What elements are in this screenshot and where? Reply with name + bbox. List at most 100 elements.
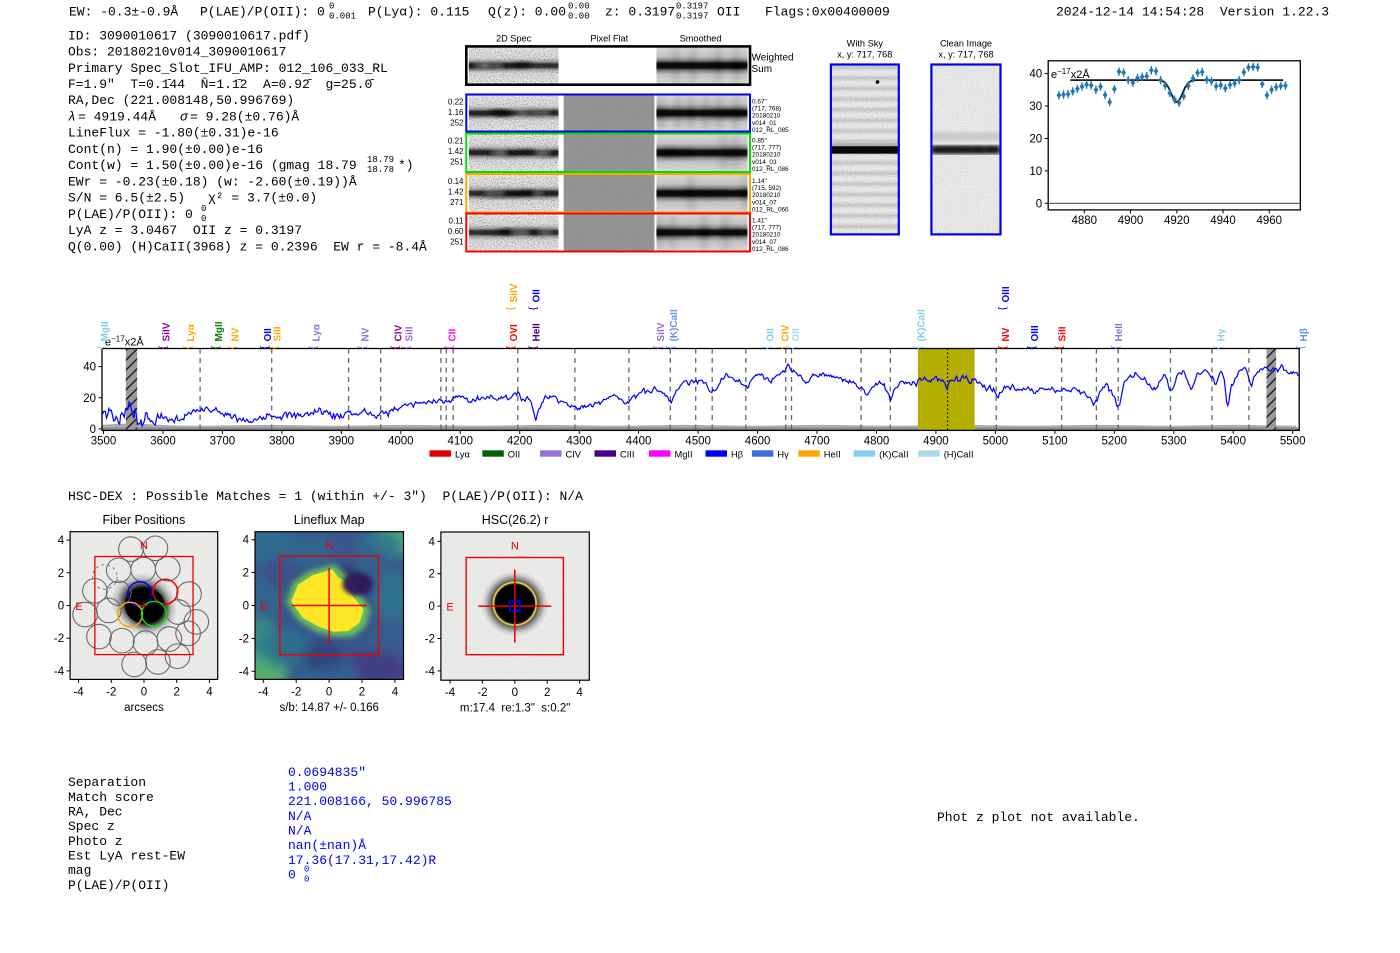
- svg-text:OII: OII: [263, 328, 274, 342]
- svg-text:-2: -2: [291, 687, 301, 699]
- svg-text:0.3197: 0.3197: [676, 2, 708, 12]
- svg-text:0: 0: [304, 865, 309, 875]
- svg-text:{: {: [912, 345, 924, 349]
- svg-text:{: {: [787, 345, 799, 349]
- svg-text:0.60: 0.60: [448, 227, 464, 236]
- svg-text:3500: 3500: [91, 436, 117, 448]
- svg-text:OII: OII: [508, 450, 520, 460]
- svg-text:EW: -0.3±-0.9Å: EW: -0.3±-0.9Å: [69, 5, 178, 20]
- svg-text:0: 0: [329, 2, 334, 12]
- svg-text:F=1.9" T=0.1̄44 N̄=1.1̄2 A=: F=1.9" T=0.1̄44 N̄=1.1̄2 A=0.92̄ g=25.0̄: [68, 77, 374, 92]
- svg-text:OII: OII: [717, 5, 740, 20]
- svg-text:0: 0: [304, 875, 309, 885]
- svg-text:012_RL_086: 012_RL_086: [752, 166, 789, 173]
- svg-text:OVI: OVI: [509, 324, 520, 341]
- svg-text:Phot z plot not available.: Phot z plot not available.: [937, 810, 1140, 825]
- svg-text:S/N = 6.5(±2.5): S/N = 6.5(±2.5): [68, 191, 201, 206]
- svg-text:HSC(26.2) r: HSC(26.2) r: [482, 513, 549, 527]
- svg-text:4960: 4960: [1257, 215, 1283, 227]
- svg-text:N: N: [511, 541, 519, 553]
- svg-text:x, y: 717, 768: x, y: 717, 768: [938, 50, 993, 60]
- svg-text:-2: -2: [54, 633, 64, 645]
- svg-text:{: {: [226, 345, 238, 349]
- svg-text:Hβ: Hβ: [1299, 328, 1310, 341]
- svg-text:{: {: [997, 345, 1009, 349]
- svg-text:20180210: 20180210: [752, 232, 781, 239]
- svg-text:{: {: [157, 345, 169, 349]
- svg-text:x, y: 717, 768: x, y: 717, 768: [837, 50, 892, 60]
- svg-text:P(Lyα): 0.115: P(Lyα): 0.115: [368, 5, 469, 20]
- svg-text:N: N: [325, 540, 333, 552]
- svg-text:4600: 4600: [745, 436, 771, 448]
- svg-text:mag: mag: [68, 863, 91, 878]
- svg-text:N/A: N/A: [288, 824, 312, 839]
- svg-text:2: 2: [58, 568, 64, 580]
- svg-text:18.79: 18.79: [367, 155, 394, 165]
- svg-text:4920: 4920: [1164, 215, 1190, 227]
- svg-text:Spec z: Spec z: [68, 819, 115, 834]
- svg-text:012_RL_085: 012_RL_085: [752, 127, 789, 134]
- svg-text:20180210: 20180210: [752, 152, 781, 159]
- svg-text:ID: 3090010617 (3090010617.pdf: ID: 3090010617 (3090010617.pdf): [68, 28, 310, 43]
- svg-text:-4: -4: [73, 687, 84, 699]
- svg-text:251: 251: [450, 237, 464, 246]
- svg-text:{: {: [268, 345, 280, 349]
- svg-text:CIV: CIV: [393, 325, 404, 342]
- svg-text:2: 2: [243, 568, 249, 580]
- svg-text:Clean Image: Clean Image: [940, 39, 992, 49]
- svg-text:-4: -4: [425, 666, 436, 678]
- svg-text:0: 0: [58, 601, 64, 613]
- svg-text:RA, Dec: RA, Dec: [68, 805, 123, 820]
- svg-text:Flags:0x00400009: Flags:0x00400009: [765, 5, 890, 20]
- svg-text:SiIV: SiIV: [161, 322, 172, 341]
- svg-text:-4: -4: [239, 666, 250, 678]
- svg-text:20180210: 20180210: [752, 192, 781, 199]
- svg-text:1.000: 1.000: [288, 780, 327, 795]
- svg-text:arcsecs: arcsecs: [124, 702, 164, 714]
- svg-text:1.42: 1.42: [448, 187, 464, 196]
- svg-text:CIV: CIV: [566, 450, 582, 460]
- svg-text:4: 4: [58, 535, 65, 547]
- svg-text:4100: 4100: [448, 436, 474, 448]
- svg-text:4900: 4900: [923, 436, 949, 448]
- svg-text:Weighted: Weighted: [752, 53, 794, 64]
- svg-text:4880: 4880: [1072, 215, 1098, 227]
- svg-text:Hγ: Hγ: [1217, 328, 1228, 341]
- svg-text:4400: 4400: [626, 436, 652, 448]
- svg-text:E: E: [446, 602, 453, 614]
- svg-text:Hβ: Hβ: [731, 450, 743, 460]
- svg-text:λ: λ: [68, 110, 76, 125]
- svg-text:2D Spec: 2D Spec: [496, 34, 532, 44]
- svg-text:{: {: [307, 345, 319, 349]
- svg-text:EWr = -0.23(±0.18) (w: -2.60(±: EWr = -0.23(±0.18) (w: -2.60(±0.19))Å: [68, 174, 357, 189]
- svg-text:Smoothed: Smoothed: [680, 34, 722, 44]
- svg-text:40: 40: [1029, 69, 1042, 81]
- svg-text:(717, 777): (717, 777): [752, 225, 781, 232]
- svg-text:v014_07: v014_07: [752, 199, 777, 206]
- svg-text:1.16: 1.16: [448, 108, 464, 117]
- svg-text:0: 0: [201, 204, 206, 214]
- svg-text:4: 4: [243, 535, 250, 547]
- svg-text:SiII: SiII: [1058, 326, 1069, 341]
- svg-text:σ: σ: [180, 110, 189, 125]
- svg-text:(H)CaII: (H)CaII: [944, 450, 974, 460]
- svg-text:P(LAE)/P(OII): P(LAE)/P(OII): [68, 878, 169, 893]
- svg-text:Q(0.00) (H)CaII(3968) z = 0.23: Q(0.00) (H)CaII(3968) z = 0.2396 EW r = …: [68, 239, 427, 254]
- svg-text:4500: 4500: [685, 436, 711, 448]
- svg-text:4200: 4200: [507, 436, 533, 448]
- svg-text:Lyα: Lyα: [311, 323, 322, 341]
- svg-text:1.41": 1.41": [752, 218, 767, 225]
- svg-text:{: {: [400, 345, 412, 349]
- svg-text:0.11: 0.11: [449, 217, 465, 226]
- svg-text:m:17.4 re:1.3" s:0.2": m:17.4 re:1.3" s:0.2": [460, 703, 570, 715]
- svg-text:MgII: MgII: [214, 321, 225, 341]
- svg-text:NV: NV: [1001, 327, 1012, 341]
- svg-text:0: 0: [326, 687, 332, 699]
- svg-text:0: 0: [243, 601, 249, 613]
- svg-text:4000: 4000: [388, 436, 414, 448]
- svg-text:Est LyA rest-EW: Est LyA rest-EW: [68, 849, 185, 864]
- svg-text:SiII: SiII: [405, 326, 416, 341]
- svg-text:5000: 5000: [983, 436, 1009, 448]
- svg-text:MgII: MgII: [100, 321, 111, 341]
- svg-text:2: 2: [544, 687, 550, 699]
